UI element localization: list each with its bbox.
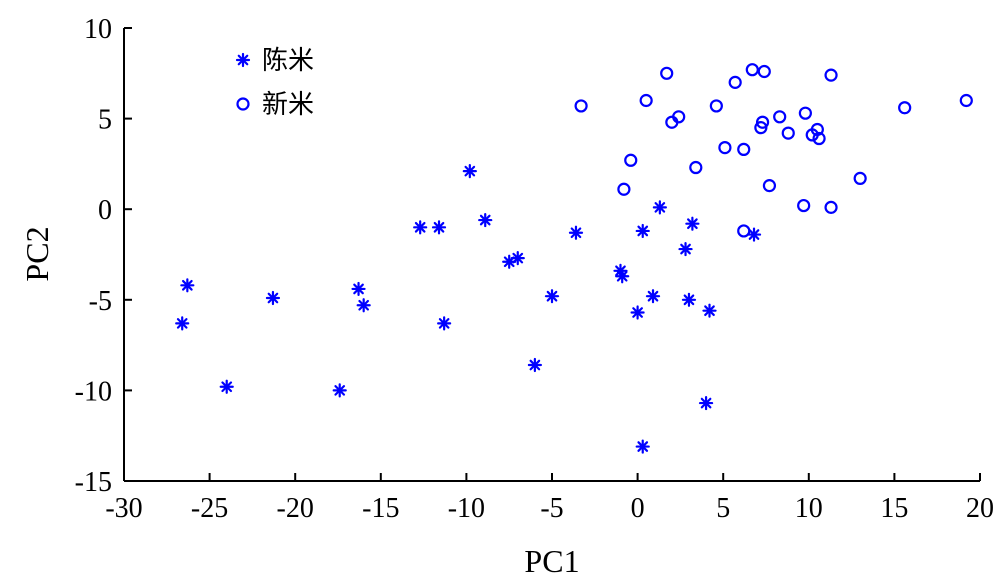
y-tick-label: -15 [75, 467, 112, 498]
data-point-asterisk [332, 383, 347, 398]
data-point-circle [853, 171, 867, 185]
data-point-circle [660, 66, 674, 80]
data-points [175, 63, 973, 454]
data-point-circle [737, 142, 751, 157]
data-point-asterisk [645, 289, 661, 304]
data-point-asterisk [431, 220, 447, 235]
y-tick-label: 0 [98, 195, 112, 226]
data-point-circle [728, 75, 742, 89]
data-point-asterisk [615, 269, 630, 284]
data-point-circle [745, 63, 759, 77]
data-point-asterisk [685, 216, 700, 231]
data-point-asterisk [635, 223, 650, 239]
x-tick-label: -30 [105, 493, 142, 524]
data-point-asterisk [681, 292, 697, 307]
data-point-asterisk [437, 316, 452, 331]
data-point-asterisk [478, 212, 493, 228]
x-axis-label: PC1 [524, 543, 579, 579]
data-point-asterisk [635, 439, 650, 454]
y-tick-label: 10 [84, 14, 112, 45]
data-point-circle [797, 198, 811, 213]
data-point-asterisk [678, 241, 693, 257]
x-tick-label: -5 [540, 493, 563, 524]
data-point-asterisk [462, 164, 477, 179]
x-tick-label: -20 [277, 493, 314, 524]
data-point-circle [672, 110, 686, 124]
data-point-circle [639, 93, 653, 108]
data-point-asterisk [175, 316, 190, 331]
data-point-circle [689, 160, 703, 175]
y-tick-label: -5 [89, 286, 112, 317]
data-point-circle [574, 99, 588, 113]
data-point-asterisk [698, 395, 714, 411]
x-tick-label: 20 [966, 493, 994, 524]
data-point-asterisk [351, 281, 366, 297]
data-point-circle [898, 101, 912, 115]
data-point-circle [718, 140, 732, 155]
x-tick-label: -10 [448, 493, 485, 524]
data-point-asterisk [746, 227, 762, 242]
data-point-asterisk [510, 251, 525, 266]
data-point-circle [617, 182, 631, 196]
legend-label: 陈米 [262, 46, 314, 76]
data-point-circle [762, 179, 777, 193]
data-point-circle [824, 200, 838, 214]
data-point-circle [810, 122, 824, 137]
data-point-circle [709, 99, 723, 113]
data-point-circle [757, 64, 771, 79]
x-ticks: -30 -25 -20 -15 -10 -5 0 5 10 15 20 [105, 473, 994, 524]
x-tick-label: -15 [362, 493, 399, 524]
data-point-asterisk [527, 357, 542, 373]
x-tick-label: -25 [191, 493, 228, 524]
data-point-asterisk [702, 303, 717, 318]
y-ticks: -15 -10 -5 0 5 10 [75, 14, 132, 498]
y-axis-label: PC2 [19, 226, 55, 281]
data-point-asterisk [652, 200, 667, 215]
data-point-circle [959, 93, 973, 108]
data-point-asterisk [219, 379, 234, 394]
legend-label: 新米 [262, 90, 314, 120]
data-point-circle [798, 106, 812, 120]
data-point-circle [624, 153, 638, 167]
axes [123, 28, 980, 482]
data-point-circle [773, 110, 787, 124]
data-point-circle [812, 131, 826, 146]
x-tick-label: 10 [795, 493, 823, 524]
legend-marker-asterisk [235, 52, 251, 68]
x-tick-label: 0 [631, 493, 645, 524]
data-point-asterisk [356, 298, 371, 313]
data-point-asterisk [568, 225, 584, 240]
data-point-circle [824, 68, 838, 82]
data-point-circle [781, 126, 795, 140]
data-point-circle [754, 121, 768, 135]
y-tick-label: 5 [98, 105, 112, 136]
data-point-circle [737, 224, 751, 238]
legend-marker-circle [236, 97, 250, 111]
data-point-asterisk [630, 305, 645, 320]
x-tick-label: 5 [716, 493, 730, 524]
x-tick-label: 15 [880, 493, 908, 524]
data-point-asterisk [544, 289, 560, 304]
y-tick-label: -10 [75, 376, 112, 407]
data-point-asterisk [180, 278, 195, 293]
data-point-asterisk [265, 290, 281, 306]
data-point-circle [755, 115, 770, 129]
data-point-asterisk [413, 220, 428, 235]
